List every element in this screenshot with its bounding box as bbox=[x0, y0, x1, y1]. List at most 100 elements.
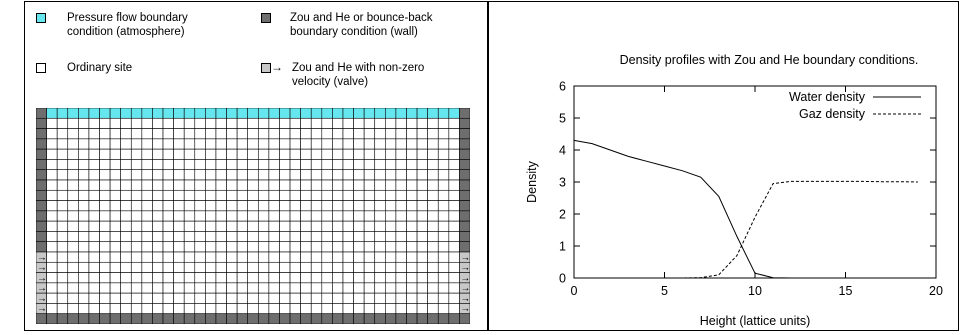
ordinary-site bbox=[342, 231, 354, 243]
ordinary-site bbox=[162, 159, 174, 171]
ordinary-site bbox=[205, 200, 217, 212]
pressure-site bbox=[183, 107, 196, 119]
ordinary-site bbox=[67, 117, 79, 129]
ordinary-site bbox=[236, 189, 249, 201]
ordinary-site bbox=[141, 210, 153, 222]
ordinary-site bbox=[395, 220, 407, 232]
ordinary-site bbox=[78, 303, 90, 315]
ordinary-site bbox=[247, 179, 259, 191]
ordinary-site bbox=[363, 200, 376, 212]
ordinary-site bbox=[257, 282, 270, 294]
ordinary-site bbox=[363, 241, 376, 253]
ordinary-site bbox=[363, 251, 376, 263]
ordinary-site bbox=[300, 272, 312, 284]
ordinary-site bbox=[437, 220, 450, 232]
wall-site bbox=[35, 169, 47, 181]
ordinary-site bbox=[342, 200, 354, 212]
ordinary-site bbox=[152, 179, 164, 191]
valve-arrow-icon: → bbox=[460, 283, 470, 294]
ordinary-site bbox=[427, 282, 439, 294]
ordinary-site bbox=[109, 117, 121, 129]
ordinary-site bbox=[67, 179, 79, 191]
ordinary-site bbox=[300, 303, 312, 315]
ordinary-site bbox=[215, 128, 227, 140]
ordinary-site bbox=[88, 200, 100, 212]
ordinary-site bbox=[300, 292, 312, 304]
ordinary-site bbox=[332, 272, 344, 284]
ordinary-site bbox=[363, 128, 376, 140]
ordinary-site bbox=[332, 159, 344, 171]
wall-site bbox=[459, 148, 471, 160]
ordinary-site bbox=[215, 251, 227, 263]
wall-site bbox=[385, 313, 397, 325]
ordinary-site bbox=[363, 220, 376, 232]
ordinary-site bbox=[67, 261, 79, 273]
ordinary-site bbox=[46, 169, 58, 181]
ordinary-site bbox=[257, 210, 270, 222]
ordinary-site bbox=[141, 200, 153, 212]
ordinary-site bbox=[152, 128, 164, 140]
ordinary-site bbox=[374, 179, 386, 191]
ordinary-site bbox=[427, 189, 439, 201]
ordinary-site bbox=[300, 241, 312, 253]
ordinary-site bbox=[215, 231, 227, 243]
ordinary-site bbox=[353, 261, 365, 273]
ordinary-site bbox=[300, 282, 312, 294]
ordinary-site bbox=[321, 272, 333, 284]
wall-site bbox=[152, 313, 164, 325]
ordinary-site bbox=[385, 117, 397, 129]
ordinary-site bbox=[99, 148, 111, 160]
ordinary-site bbox=[300, 261, 312, 273]
ordinary-site bbox=[406, 179, 418, 191]
ordinary-site bbox=[437, 210, 450, 222]
ordinary-site bbox=[152, 282, 164, 294]
ordinary-site bbox=[88, 128, 100, 140]
wall-site bbox=[99, 313, 111, 325]
ordinary-site bbox=[99, 261, 111, 273]
ordinary-site bbox=[257, 200, 270, 212]
ordinary-site bbox=[448, 261, 460, 273]
ordinary-site bbox=[437, 272, 450, 284]
ordinary-site bbox=[78, 169, 90, 181]
ordinary-site bbox=[141, 272, 153, 284]
wall-site bbox=[88, 313, 100, 325]
pressure-site bbox=[395, 107, 407, 119]
ordinary-site bbox=[437, 231, 450, 243]
ordinary-site bbox=[310, 303, 323, 315]
ordinary-site bbox=[247, 220, 259, 232]
ordinary-site bbox=[416, 261, 428, 273]
ordinary-site bbox=[448, 303, 460, 315]
x-tick-label: 10 bbox=[748, 284, 762, 298]
ordinary-site bbox=[162, 210, 174, 222]
ordinary-site bbox=[56, 148, 69, 160]
ordinary-site bbox=[257, 220, 270, 232]
ordinary-site bbox=[130, 210, 143, 222]
ordinary-site bbox=[406, 148, 418, 160]
ordinary-site bbox=[310, 241, 323, 253]
ordinary-site bbox=[141, 292, 153, 304]
ordinary-site bbox=[342, 189, 354, 201]
ordinary-site bbox=[279, 189, 291, 201]
pressure-site bbox=[332, 107, 344, 119]
ordinary-site bbox=[279, 117, 291, 129]
wall-site bbox=[183, 313, 196, 325]
ordinary-site bbox=[78, 138, 90, 150]
pressure-site bbox=[67, 107, 79, 119]
wall-site bbox=[406, 313, 418, 325]
wall-site bbox=[459, 107, 471, 119]
ordinary-site bbox=[310, 179, 323, 191]
ordinary-site bbox=[268, 159, 280, 171]
ordinary-site bbox=[363, 272, 376, 284]
ordinary-site bbox=[289, 179, 301, 191]
ordinary-site bbox=[162, 148, 174, 160]
ordinary-site bbox=[342, 241, 354, 253]
ordinary-site bbox=[374, 159, 386, 171]
y-tick-label: 2 bbox=[559, 208, 566, 222]
ordinary-site bbox=[236, 272, 249, 284]
ordinary-site bbox=[353, 231, 365, 243]
ordinary-site bbox=[342, 303, 354, 315]
ordinary-site bbox=[385, 179, 397, 191]
ordinary-site bbox=[385, 303, 397, 315]
ordinary-site bbox=[46, 231, 58, 243]
ordinary-site bbox=[268, 261, 280, 273]
